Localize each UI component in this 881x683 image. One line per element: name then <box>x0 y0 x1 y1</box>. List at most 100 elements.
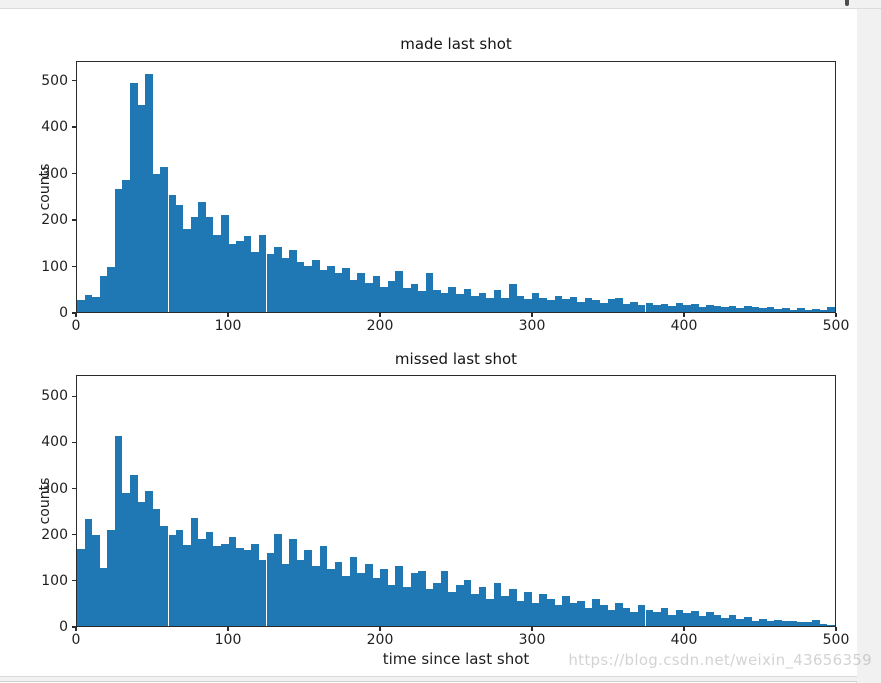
y-tick-label: 500 <box>41 388 68 405</box>
plot-area <box>76 375 836 627</box>
x-tick-mark <box>531 313 533 317</box>
y-tick-mark <box>71 265 76 268</box>
histogram-bar <box>486 598 494 626</box>
histogram-bar <box>539 298 547 312</box>
histogram-bar <box>349 279 358 312</box>
histogram-bar <box>471 295 479 312</box>
histogram-bar <box>744 306 752 312</box>
histogram-bar <box>281 564 290 626</box>
histogram-bar <box>827 306 835 312</box>
histogram-bar <box>615 603 623 626</box>
histogram-bar <box>274 534 282 626</box>
histogram-bar <box>728 614 737 626</box>
histogram-bar <box>319 269 328 312</box>
histogram-bar <box>789 309 798 312</box>
histogram-bar <box>463 580 472 626</box>
histogram-bar <box>319 545 328 626</box>
histogram-bar <box>486 298 494 312</box>
histogram-bar <box>562 299 570 312</box>
histogram-bar <box>819 310 828 312</box>
histogram-bar <box>402 587 411 626</box>
histogram-bar <box>99 568 108 626</box>
histogram-bar <box>569 297 578 312</box>
histogram-bar <box>152 173 161 312</box>
histogram-bar <box>167 535 176 626</box>
histogram-bar <box>827 624 835 626</box>
histogram-bar <box>668 306 676 312</box>
vertical-scrollbar-thumb[interactable] <box>845 0 849 6</box>
histogram-bar <box>372 577 381 626</box>
histogram-bar <box>251 252 259 312</box>
histogram-bar <box>493 582 502 626</box>
histogram-bar <box>516 600 525 626</box>
histogram-bar <box>304 550 312 626</box>
histogram-bar <box>812 619 820 626</box>
x-tick-label: 100 <box>214 318 242 334</box>
histogram-bar <box>706 612 714 626</box>
horizontal-scrollbar-track[interactable] <box>0 676 857 682</box>
histogram-bar <box>213 545 222 626</box>
histogram-bar <box>334 561 343 626</box>
histogram-bar <box>622 607 631 626</box>
y-tick-mark <box>71 626 76 628</box>
histogram-bar <box>251 543 259 626</box>
histogram-bar <box>653 612 661 626</box>
histogram-bar <box>296 559 305 626</box>
y-axis-label: counts <box>37 477 53 525</box>
x-tick-label: 500 <box>822 318 850 334</box>
histogram-bar <box>266 552 275 626</box>
histogram-bar <box>804 309 813 312</box>
histogram-bar <box>615 298 623 312</box>
histogram-bar <box>372 276 381 312</box>
histogram-bar <box>690 611 699 626</box>
histogram-bar <box>114 435 123 626</box>
x-tick-label: 0 <box>71 632 81 648</box>
histogram-bar <box>456 294 464 312</box>
histogram-bar <box>167 195 176 312</box>
histogram-bar <box>577 301 585 312</box>
histogram-bar <box>698 615 707 626</box>
histogram-bar <box>546 300 555 312</box>
histogram-bar <box>152 509 161 626</box>
vertical-scrollbar-track[interactable] <box>856 9 881 683</box>
histogram-bar <box>675 609 684 626</box>
histogram-bar <box>683 613 691 626</box>
histogram-bar <box>190 216 199 312</box>
x-tick-mark <box>227 313 229 317</box>
histogram-bar <box>584 607 593 626</box>
histogram-bar <box>531 603 540 626</box>
y-tick-mark <box>71 126 76 128</box>
x-tick-label: 0 <box>71 318 81 334</box>
histogram-bar <box>84 519 93 626</box>
histogram-bar <box>266 254 275 312</box>
x-tick-label: 200 <box>366 318 394 334</box>
chart-title: missed last shot <box>394 350 518 368</box>
histogram-bar <box>387 280 396 312</box>
x-tick-label: 400 <box>670 632 698 648</box>
histogram-bar <box>766 620 775 626</box>
y-tick-mark <box>71 534 76 536</box>
y-tick-mark <box>71 172 76 175</box>
histogram-bar <box>395 271 403 312</box>
histogram-bar <box>546 598 555 626</box>
histogram-bar <box>713 306 722 312</box>
histogram-bar <box>418 291 426 312</box>
histogram-bar <box>137 502 146 626</box>
histogram-bar <box>221 543 229 626</box>
histogram-bar <box>448 286 456 312</box>
histogram-bar <box>137 105 146 312</box>
histogram-bar <box>243 235 252 312</box>
histogram-bar <box>440 292 449 312</box>
histogram-bar <box>554 295 563 312</box>
histogram-bar <box>365 564 373 626</box>
histogram-bar <box>402 288 411 312</box>
histogram-bar <box>183 544 191 626</box>
histogram-bar <box>744 616 752 626</box>
histogram-bar <box>198 539 206 626</box>
histogram-bar <box>660 303 669 312</box>
histogram-bar <box>592 300 601 312</box>
histogram-bar <box>781 621 790 626</box>
histogram-bar <box>433 582 441 626</box>
histogram-bar <box>296 262 305 312</box>
histogram-bar <box>342 575 350 626</box>
